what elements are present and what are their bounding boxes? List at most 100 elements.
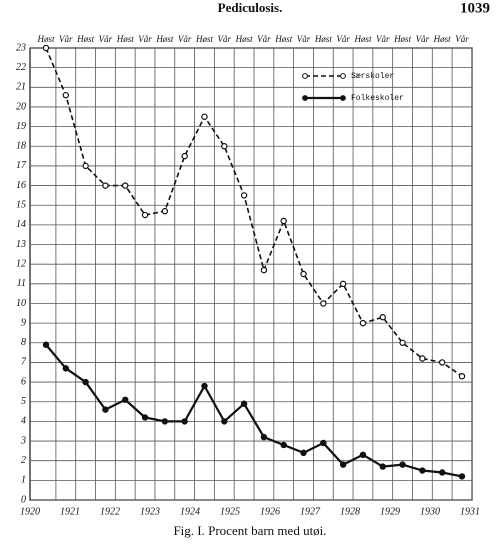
data-point xyxy=(102,406,109,413)
y-tick-label: 9 xyxy=(21,317,26,328)
year-label: 1922 xyxy=(100,506,120,517)
data-point xyxy=(280,441,287,449)
y-tick-label: 6 xyxy=(21,376,26,387)
data-point xyxy=(419,355,426,362)
data-point xyxy=(458,473,466,480)
data-point xyxy=(62,91,70,99)
data-point xyxy=(161,207,169,215)
data-point xyxy=(42,341,50,348)
year-label: 1929 xyxy=(380,506,400,517)
x-tick-label: Vår xyxy=(257,34,271,44)
y-tick-label: 16 xyxy=(16,180,26,191)
data-point xyxy=(161,418,169,425)
y-tick-label: 10 xyxy=(16,298,26,309)
data-point xyxy=(339,280,347,288)
page-title: Pediculosis. xyxy=(218,0,283,15)
data-point xyxy=(240,192,248,199)
year-label: 1924 xyxy=(180,506,200,517)
data-point xyxy=(82,162,89,170)
legend-marker xyxy=(340,73,346,79)
data-point xyxy=(359,451,367,458)
year-label: 1925 xyxy=(220,506,240,517)
y-tick-label: 15 xyxy=(16,200,26,211)
x-tick-label: Høst xyxy=(195,34,214,44)
y-tick-label: 8 xyxy=(21,337,26,348)
y-tick-label: 1 xyxy=(21,475,26,486)
data-point xyxy=(320,439,327,447)
y-tick-label: 19 xyxy=(16,121,26,132)
data-point xyxy=(320,300,327,307)
data-point xyxy=(339,461,347,468)
data-point xyxy=(42,44,50,52)
data-point xyxy=(181,152,188,160)
year-label: 1927 xyxy=(300,506,321,517)
data-point xyxy=(399,461,406,468)
data-point xyxy=(419,467,426,474)
y-tick-label: 0 xyxy=(21,494,26,505)
data-point xyxy=(379,463,386,470)
data-point xyxy=(181,418,188,425)
caption: Fig. I. Procent barn med utøi. xyxy=(173,523,326,538)
y-tick-label: 11 xyxy=(17,278,26,289)
x-tick-label: Vår xyxy=(336,34,350,44)
year-label: 1931 xyxy=(460,506,480,517)
data-point xyxy=(260,266,268,274)
data-point xyxy=(300,270,307,278)
x-tick-label: Høst xyxy=(274,34,293,44)
data-point xyxy=(141,414,149,421)
legend-marker xyxy=(302,95,308,101)
y-tick-label: 12 xyxy=(16,258,26,269)
y-tick-label: 18 xyxy=(16,141,26,152)
x-tick-label: Høst xyxy=(353,34,372,44)
year-label: 1930 xyxy=(420,506,440,517)
x-tick-label: Høst xyxy=(433,34,452,44)
x-tick-label: Vår xyxy=(138,34,152,44)
data-point xyxy=(221,143,228,150)
x-tick-label: Vår xyxy=(455,34,469,44)
data-point xyxy=(122,182,129,189)
y-tick-label: 21 xyxy=(16,82,26,93)
y-tick-label: 4 xyxy=(21,416,26,427)
plot-frame xyxy=(29,47,473,501)
x-tick-label: Høst xyxy=(314,34,333,44)
data-point xyxy=(399,339,406,346)
data-point xyxy=(240,400,248,407)
data-point xyxy=(141,211,149,219)
series-line xyxy=(45,47,463,377)
x-tick-label: Vår xyxy=(218,34,232,44)
year-label: 1921 xyxy=(60,506,80,517)
y-tick-label: 22 xyxy=(16,62,26,73)
x-tick-label: Høst xyxy=(393,34,412,44)
series-line xyxy=(45,344,463,478)
y-tick-label: 7 xyxy=(21,357,27,368)
data-point xyxy=(201,382,208,390)
y-tick-label: 14 xyxy=(16,219,26,230)
legend-label: Særskoler xyxy=(351,72,394,81)
y-tick-label: 5 xyxy=(21,396,26,407)
legend-label: Folkeskoler xyxy=(351,94,404,103)
year-label: 1923 xyxy=(140,506,160,517)
x-tick-label: Vår xyxy=(376,34,390,44)
legend-marker xyxy=(340,95,346,101)
year-label: 1926 xyxy=(260,506,280,517)
x-tick-label: Vår xyxy=(59,34,73,44)
data-point xyxy=(280,217,287,225)
data-point xyxy=(260,433,268,441)
page-number: 1039 xyxy=(460,0,490,16)
data-point xyxy=(102,182,109,189)
data-point xyxy=(300,449,307,457)
data-point xyxy=(359,319,367,327)
data-point xyxy=(201,113,208,120)
y-tick-label: 17 xyxy=(16,160,27,171)
x-tick-label: Høst xyxy=(155,34,174,44)
data-point xyxy=(82,378,89,386)
y-tick-label: 2 xyxy=(21,455,26,466)
data-point xyxy=(379,314,386,321)
x-tick-label: Vår xyxy=(99,34,113,44)
data-point xyxy=(62,365,70,372)
x-tick-label: Vår xyxy=(178,34,192,44)
data-point xyxy=(438,469,446,476)
x-tick-label: Vår xyxy=(297,34,311,44)
data-point xyxy=(438,359,446,366)
